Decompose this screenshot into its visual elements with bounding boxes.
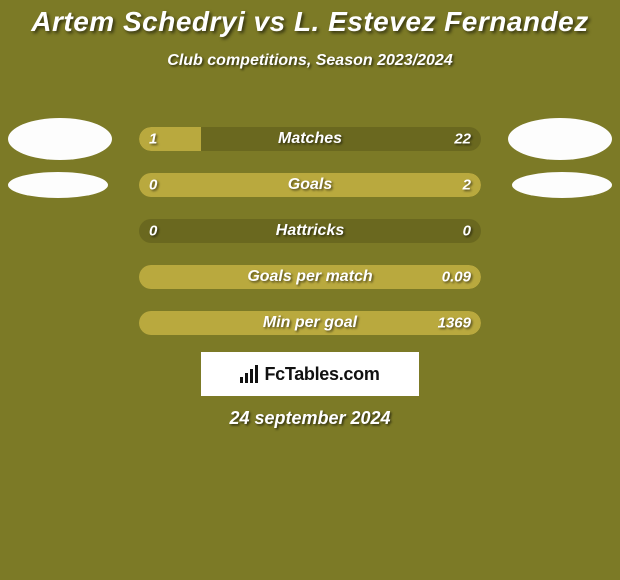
stat-value-right: 1369 [438, 315, 471, 332]
player-avatar-left [8, 172, 108, 198]
stat-bar: Goals per match 0.09 [139, 265, 481, 289]
stat-row: Goals 0 2 [0, 162, 620, 208]
stat-value-left: 1 [149, 131, 157, 148]
stat-value-right: 2 [463, 177, 471, 194]
stat-row: Goals per match 0.09 [0, 254, 620, 300]
stat-bar: Hattricks 0 0 [139, 219, 481, 243]
page-title: Artem Schedryi vs L. Estevez Fernandez [0, 0, 620, 38]
bar-chart-icon [240, 365, 258, 383]
player-avatar-left [8, 118, 112, 160]
stat-label: Matches [278, 130, 342, 148]
stat-value-right: 22 [454, 131, 471, 148]
subtitle: Club competitions, Season 2023/2024 [0, 52, 620, 70]
footer-logo-text: FcTables.com [264, 364, 379, 385]
stat-label: Goals [288, 176, 332, 194]
stat-rows: Matches 1 22 Goals 0 2 Hattricks 0 0 Goals per ma… [0, 116, 620, 346]
player-avatar-right [508, 118, 612, 160]
stat-bar: Goals 0 2 [139, 173, 481, 197]
stat-value-right: 0.09 [442, 269, 471, 286]
comparison-infographic: Artem Schedryi vs L. Estevez Fernandez C… [0, 0, 620, 580]
stat-bar: Matches 1 22 [139, 127, 481, 151]
stat-row: Hattricks 0 0 [0, 208, 620, 254]
footer-date: 24 september 2024 [229, 408, 390, 429]
stat-value-left: 0 [149, 223, 157, 240]
stat-value-left: 0 [149, 177, 157, 194]
stat-label: Goals per match [247, 268, 372, 286]
player-avatar-right [512, 172, 612, 198]
stat-bar: Min per goal 1369 [139, 311, 481, 335]
stat-value-right: 0 [463, 223, 471, 240]
stat-label: Min per goal [263, 314, 357, 332]
stat-row: Matches 1 22 [0, 116, 620, 162]
stat-label: Hattricks [276, 222, 344, 240]
footer-logo: FcTables.com [201, 352, 419, 396]
stat-row: Min per goal 1369 [0, 300, 620, 346]
